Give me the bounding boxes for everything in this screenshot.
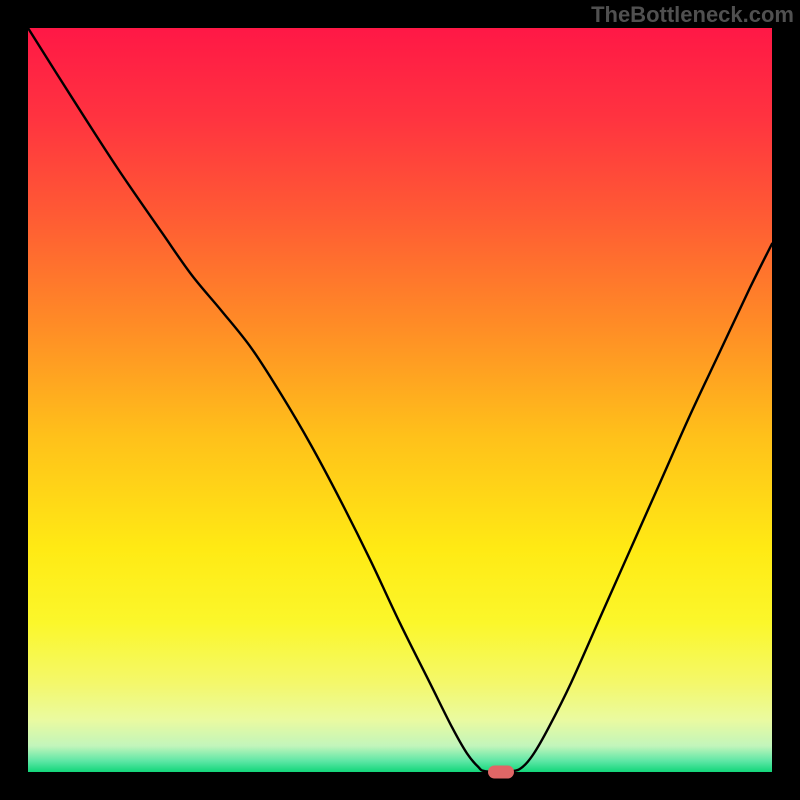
- watermark-text: TheBottleneck.com: [591, 2, 794, 28]
- chart-container: { "canvas": { "width": 800, "height": 80…: [0, 0, 800, 800]
- optimum-marker: [488, 766, 514, 779]
- plot-area: [28, 28, 772, 772]
- bottleneck-curve: [28, 28, 772, 772]
